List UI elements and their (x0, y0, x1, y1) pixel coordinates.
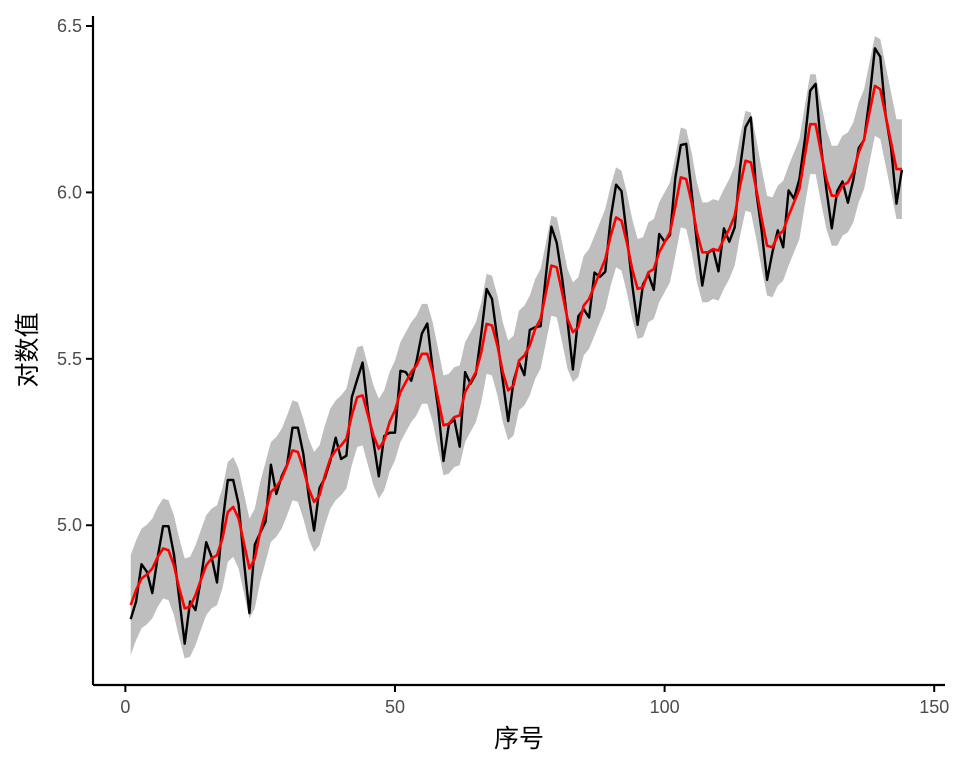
y-tick-label: 6.0 (57, 182, 82, 202)
x-axis-title: 序号 (494, 724, 544, 753)
x-tick-label: 150 (919, 697, 949, 717)
plot-area (129, 36, 904, 659)
y-axis-title: 对数值 (13, 312, 42, 387)
y-tick-label: 6.5 (57, 16, 82, 36)
x-tick-label: 100 (650, 697, 680, 717)
confidence-band (130, 36, 902, 659)
fitted-series-line (129, 84, 902, 610)
y-tick-label: 5.5 (57, 349, 82, 369)
y-tick-label: 5.0 (57, 515, 82, 535)
x-tick-label: 50 (385, 697, 405, 717)
x-tick-label: 0 (120, 697, 130, 717)
axis-ticks: 0 50 100 150 5.0 5.5 6.0 6.5 (57, 16, 949, 717)
